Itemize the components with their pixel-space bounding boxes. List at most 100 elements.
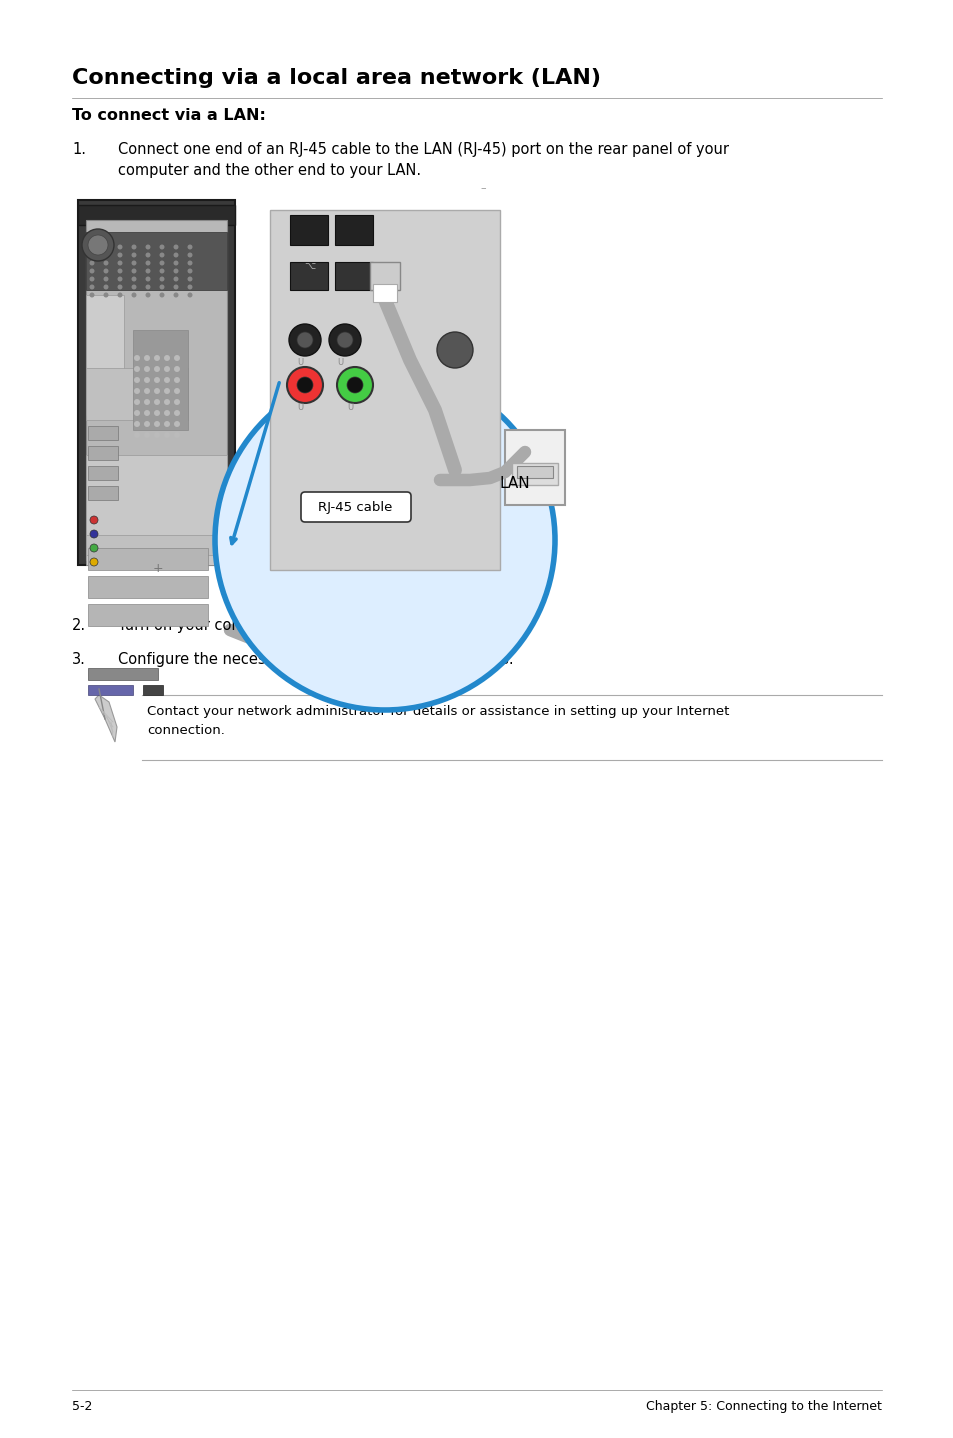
Circle shape [90,285,94,289]
Bar [88,466,118,480]
Bar [86,220,227,559]
Circle shape [90,269,94,273]
Circle shape [133,431,140,439]
Circle shape [173,253,178,257]
Circle shape [133,398,140,406]
Circle shape [153,377,160,383]
Circle shape [146,244,151,250]
Circle shape [103,276,109,282]
Polygon shape [95,695,117,742]
Circle shape [132,244,136,250]
Circle shape [188,276,193,282]
Bar [290,216,328,244]
Text: –: – [479,183,485,193]
Circle shape [296,377,313,393]
Circle shape [153,398,160,406]
Bar [143,684,163,695]
Circle shape [133,355,140,361]
Text: 1.: 1. [71,142,86,157]
Circle shape [164,355,170,361]
Circle shape [144,377,150,383]
Circle shape [153,367,160,372]
Circle shape [117,253,122,257]
Text: U: U [347,403,353,413]
Circle shape [173,410,180,416]
Circle shape [144,367,150,372]
Circle shape [173,398,180,406]
Circle shape [188,292,193,298]
Bar [86,368,188,420]
Circle shape [296,332,313,348]
Circle shape [117,285,122,289]
Circle shape [173,421,180,427]
Circle shape [173,431,180,439]
Text: LAN: LAN [499,476,530,490]
Circle shape [347,377,363,393]
Circle shape [173,355,180,361]
Circle shape [159,292,164,298]
Circle shape [103,244,109,250]
Circle shape [436,332,473,368]
Circle shape [164,377,170,383]
Circle shape [132,285,136,289]
Circle shape [103,269,109,273]
Bar [504,430,564,505]
Circle shape [153,388,160,394]
Circle shape [144,410,150,416]
Text: Configure the necessary Internet connection settings.: Configure the necessary Internet connect… [118,651,513,667]
Circle shape [336,367,373,403]
Bar [86,232,227,290]
Circle shape [159,253,164,257]
Bar [335,216,373,244]
Circle shape [159,260,164,266]
Bar [88,548,208,569]
Circle shape [159,269,164,273]
Circle shape [103,253,109,257]
Bar [88,604,208,626]
Bar [86,454,227,565]
Circle shape [146,292,151,298]
Circle shape [90,244,94,250]
Bar [132,329,188,430]
Circle shape [164,398,170,406]
Circle shape [132,260,136,266]
Circle shape [164,431,170,439]
Circle shape [214,370,555,710]
Text: To connect via a LAN:: To connect via a LAN: [71,108,266,124]
Bar [88,669,158,680]
Circle shape [289,324,320,357]
Circle shape [146,260,151,266]
Bar [88,446,118,460]
Circle shape [132,253,136,257]
Text: Turn on your computer.: Turn on your computer. [118,618,288,633]
Bar [86,295,124,416]
Text: +: + [152,562,163,575]
Circle shape [88,234,108,255]
Circle shape [146,276,151,282]
Bar [88,486,118,500]
Circle shape [144,355,150,361]
Circle shape [173,244,178,250]
Circle shape [117,292,122,298]
Bar [512,463,558,485]
Text: U: U [296,403,303,413]
Text: Contact your network administrator for details or assistance in setting up your : Contact your network administrator for d… [147,705,729,736]
Circle shape [90,531,98,538]
Text: U: U [296,358,303,367]
Circle shape [144,431,150,439]
Circle shape [133,367,140,372]
Circle shape [103,292,109,298]
FancyBboxPatch shape [301,492,411,522]
Text: ⌥: ⌥ [304,262,315,270]
Circle shape [173,285,178,289]
Circle shape [90,253,94,257]
Circle shape [329,324,360,357]
Circle shape [173,388,180,394]
Bar [88,426,118,440]
Circle shape [164,410,170,416]
Text: 2.: 2. [71,618,86,633]
Circle shape [82,229,113,262]
Bar [290,262,328,290]
Circle shape [287,367,323,403]
Circle shape [188,269,193,273]
